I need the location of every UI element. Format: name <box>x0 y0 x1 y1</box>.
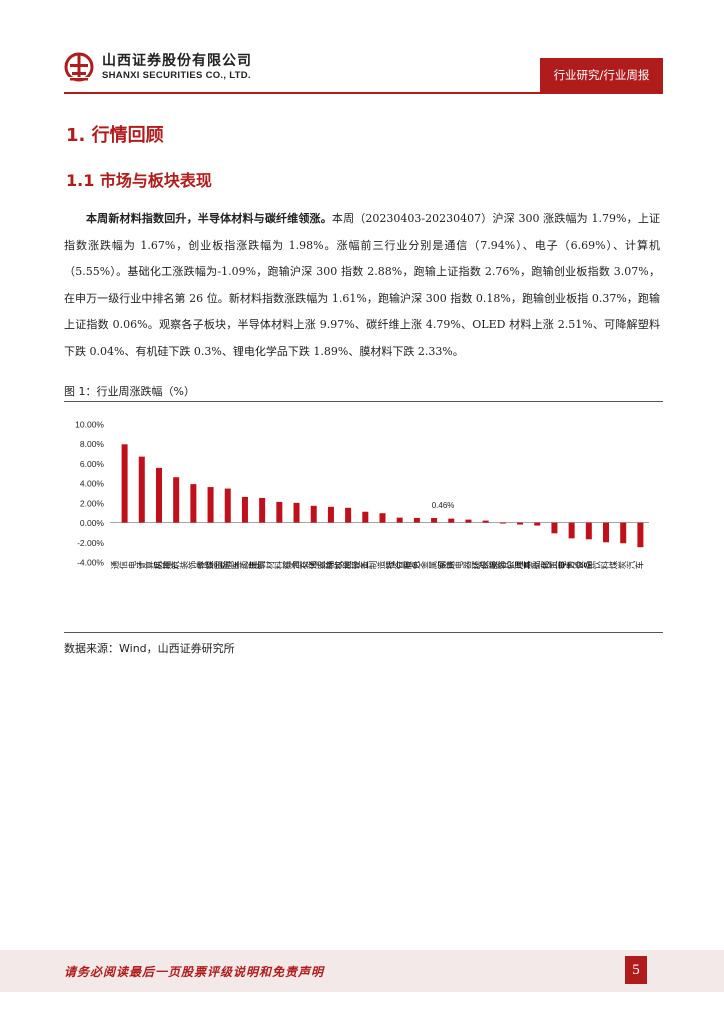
bar <box>155 467 162 523</box>
bar <box>620 522 627 544</box>
bar <box>517 522 524 525</box>
category-label: 建筑装饰 <box>162 561 198 571</box>
category-label: 综合 <box>282 561 301 571</box>
category-label: 美容护理 <box>489 561 524 571</box>
category-label: 非银金融 <box>196 561 232 571</box>
company-name-en: SHANXI SECURITIES CO., LTD. <box>102 70 251 81</box>
category-label: 环保 <box>472 561 490 571</box>
bar <box>362 511 369 523</box>
category-label: 电子 <box>127 561 145 571</box>
bar <box>207 487 214 523</box>
footer-band <box>0 950 724 992</box>
y-tick-label: 0.00% <box>80 518 105 528</box>
category-label: 石油石化 <box>283 561 318 571</box>
data-label: 0.46% <box>432 501 455 510</box>
bar <box>431 518 438 523</box>
bar <box>259 497 266 523</box>
bar <box>637 522 644 548</box>
bar <box>482 520 489 523</box>
bar <box>345 507 352 523</box>
company-name-cn: 山西证券股份有限公司 <box>102 53 252 69</box>
y-tick-label: 4.00% <box>80 479 105 489</box>
y-tick-label: 8.00% <box>80 439 105 449</box>
category-label: 汽车 <box>626 561 645 571</box>
category-label: 医药生物 <box>231 561 266 571</box>
category-label: 煤炭 <box>609 561 628 571</box>
category-label: 银行 <box>385 561 404 571</box>
bar <box>241 496 248 523</box>
category-label: 交通运输 <box>299 561 335 571</box>
category-label: 通信 <box>110 561 129 571</box>
category-label: 农林牧渔 <box>317 561 352 571</box>
bar <box>190 484 197 523</box>
bar <box>293 502 300 523</box>
bar <box>310 505 317 523</box>
figure-bottom-rule <box>64 632 663 633</box>
market-review-paragraph: 本周新材料指数回升，半导体材料与碳纤维领涨。本周（20230403-202304… <box>64 206 660 365</box>
page-header: 山西证券股份有限公司 SHANXI SECURITIES CO., LTD. 行… <box>0 0 724 108</box>
bar <box>138 456 145 523</box>
category-label: 家用电器 <box>437 561 473 571</box>
paragraph-lead: 本周新材料指数回升，半导体材料与碳纤维领涨。 <box>86 212 332 225</box>
y-tick-label: 6.00% <box>80 459 105 469</box>
y-tick-label: 2.00% <box>80 498 105 508</box>
bar <box>276 501 283 523</box>
figure-top-rule <box>64 401 663 402</box>
category-label: 建筑材料 <box>248 561 284 571</box>
category-label: 食品饮料 <box>574 561 610 571</box>
category-label: 轻工制造 <box>351 561 387 571</box>
category-label: 基础化工 <box>523 561 558 571</box>
figure-title: 图 1：行业周涨跌幅（%） <box>64 385 195 398</box>
bar <box>413 517 420 523</box>
category-label: 传媒 <box>196 561 215 571</box>
bar <box>585 522 592 540</box>
bar <box>568 522 575 539</box>
category-label: 钢铁 <box>437 561 456 571</box>
bar <box>551 522 558 534</box>
industry-weekly-change-chart: 10.00% 8.00% 6.00% 4.00% 2.00% 0.00% -2.00% -4.… <box>75 420 649 571</box>
bar <box>534 522 541 526</box>
y-tick-label: -2.00% <box>77 538 104 548</box>
section-heading: 1. 行情回顾 <box>66 125 164 146</box>
category-label: 社会服务 <box>385 561 421 571</box>
bar <box>396 517 403 523</box>
bar <box>448 518 455 523</box>
figure-source: 数据来源：Wind，山西证券研究所 <box>64 642 235 655</box>
category-label: 计算机 <box>136 561 163 571</box>
subsection-heading: 1.1 市场与板块表现 <box>66 171 212 190</box>
report-type-badge: 行业研究/行业周报 <box>540 58 663 92</box>
category-label: 机械设备 <box>334 561 370 571</box>
page-number: 5 <box>625 956 647 984</box>
y-tick-label: -4.00% <box>77 558 104 568</box>
paragraph-body: 本周（20230403-20230407）沪深 300 涨跌幅为 1.79%，上… <box>64 212 661 358</box>
shanxi-securities-logo-icon <box>64 52 94 82</box>
bar <box>173 477 180 523</box>
bar <box>499 522 506 524</box>
footer-disclaimer: 请务必阅读最后一页股票评级说明和免责声明 <box>64 965 325 979</box>
category-label: 电力设备 <box>557 561 593 571</box>
header-divider <box>64 92 663 94</box>
bar <box>121 444 128 523</box>
y-tick-label: 10.00% <box>75 420 104 430</box>
bar <box>327 506 334 523</box>
bar <box>379 513 386 523</box>
category-label: 房地产 <box>153 561 180 571</box>
category-label: 商贸零售 <box>540 561 576 571</box>
category-label: 有色金属 <box>403 561 439 571</box>
category-label: 纺织服饰 <box>471 561 507 571</box>
bar <box>465 519 472 523</box>
bar <box>603 522 610 543</box>
category-label: 公用事业 <box>506 561 540 571</box>
category-label: 国防军工 <box>214 561 248 571</box>
bar <box>224 488 231 523</box>
